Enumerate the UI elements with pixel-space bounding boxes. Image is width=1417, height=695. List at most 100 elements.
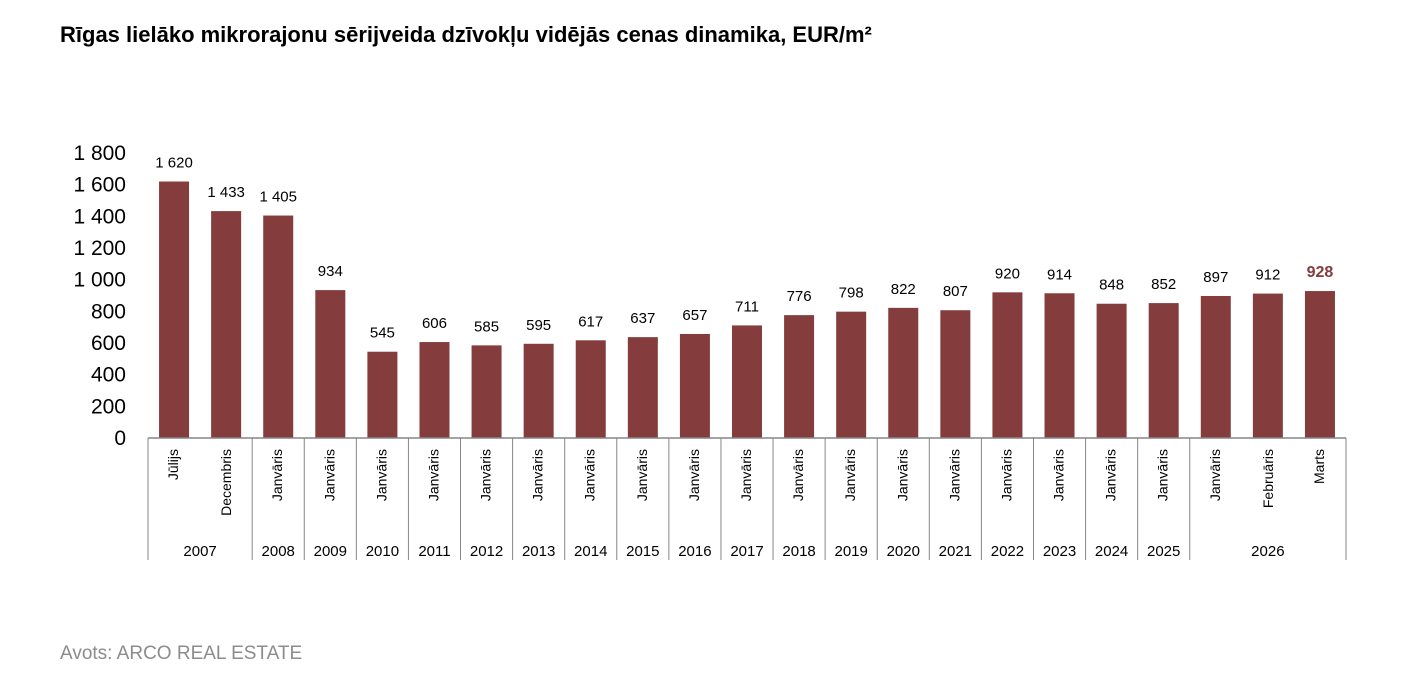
data-label: 912 [1255, 267, 1280, 284]
bar [836, 311, 867, 438]
data-label: 920 [995, 265, 1020, 282]
x-tick-label: Janvāris [686, 449, 702, 501]
bar [1044, 293, 1075, 438]
year-label: 2026 [1251, 543, 1284, 560]
year-label: 2007 [183, 543, 216, 560]
data-label: 711 [735, 298, 759, 315]
x-tick-label: Janvāris [321, 449, 337, 501]
data-label: 595 [526, 317, 551, 334]
bar [888, 307, 919, 438]
data-label: 934 [318, 263, 343, 280]
year-label: 2012 [470, 543, 503, 560]
source-note: Avots: ARCO REAL ESTATE [60, 643, 303, 664]
year-label: 2022 [991, 543, 1024, 560]
y-tick-label: 600 [91, 332, 126, 355]
x-tick-label: Decembris [218, 449, 234, 516]
x-tick-label: Janvāris [634, 449, 650, 501]
data-label: 928 [1307, 264, 1334, 281]
year-label: 2018 [782, 543, 815, 560]
year-label: 2008 [262, 543, 295, 560]
bar [471, 345, 502, 438]
y-tick-label: 1 600 [73, 174, 126, 197]
x-tick-label: Janvāris [1155, 449, 1171, 501]
data-label: 657 [682, 307, 707, 324]
y-tick-label: 800 [91, 300, 126, 323]
year-label: 2015 [626, 543, 659, 560]
year-label: 2021 [939, 543, 972, 560]
x-tick-label: Janvāris [842, 449, 858, 501]
year-label: 2017 [730, 543, 763, 560]
bar [627, 337, 658, 438]
x-tick-label: Janvāris [425, 449, 441, 501]
bar [784, 315, 815, 438]
year-label: 2020 [887, 543, 920, 560]
bar [523, 343, 554, 438]
year-label: 2014 [574, 543, 607, 560]
bar [211, 211, 242, 438]
x-tick-label: Janvāris [582, 449, 598, 501]
x-tick-label: Janvāris [373, 449, 389, 501]
data-label: 585 [474, 318, 499, 335]
data-label: 852 [1151, 276, 1176, 293]
x-tick-label: Janvāris [946, 449, 962, 501]
x-tick-label: Janvāris [790, 449, 806, 501]
data-label: 1 620 [155, 155, 193, 172]
data-label: 545 [370, 325, 395, 342]
year-label: 2025 [1147, 543, 1180, 560]
y-tick-label: 400 [91, 364, 126, 387]
chart-title: Rīgas lielāko mikrorajonu sērijveida dzī… [60, 22, 872, 47]
bar [367, 351, 398, 438]
data-label: 798 [839, 285, 864, 302]
bar [1096, 303, 1127, 438]
data-label: 807 [943, 283, 968, 300]
bar [263, 215, 294, 438]
bar [992, 292, 1023, 438]
data-label: 1 433 [207, 184, 245, 201]
year-label: 2019 [834, 543, 867, 560]
data-label: 1 405 [259, 189, 297, 206]
y-tick-label: 1 200 [73, 237, 126, 260]
bar [419, 342, 450, 438]
data-label: 776 [787, 288, 812, 305]
data-label: 617 [578, 313, 603, 330]
bar [1148, 303, 1179, 438]
y-tick-label: 1 000 [73, 269, 126, 292]
x-tick-label: Janvāris [269, 449, 285, 501]
bar [940, 310, 971, 438]
year-label: 2013 [522, 543, 555, 560]
year-label: 2016 [678, 543, 711, 560]
data-label: 606 [422, 315, 447, 332]
x-tick-label: Janvāris [894, 449, 910, 501]
bar [679, 333, 710, 438]
x-tick-label: Janvāris [478, 449, 494, 501]
y-tick-label: 1 400 [73, 205, 126, 228]
data-label: 637 [630, 310, 655, 327]
bar [1200, 295, 1231, 438]
x-tick-label: Janvāris [1051, 449, 1067, 501]
x-tick-label: Marts [1311, 449, 1327, 484]
bar [1304, 291, 1335, 438]
year-label: 2009 [314, 543, 347, 560]
year-label: 2024 [1095, 543, 1128, 560]
x-tick-label: Janvāris [1103, 449, 1119, 501]
y-tick-label: 200 [91, 395, 126, 418]
data-label: 897 [1203, 269, 1228, 286]
year-label: 2011 [418, 543, 450, 560]
y-tick-label: 1 800 [73, 142, 126, 165]
data-label: 848 [1099, 277, 1124, 294]
year-label: 2010 [366, 543, 399, 560]
bar [732, 325, 762, 438]
x-tick-label: Janvāris [530, 449, 546, 501]
year-label: 2023 [1043, 543, 1076, 560]
x-tick-label: Jūlijs [165, 449, 181, 480]
x-tick-label: Februāris [1260, 449, 1276, 508]
data-label: 914 [1047, 266, 1072, 283]
bar [1252, 293, 1283, 438]
x-tick-label: Janvāris [738, 449, 754, 501]
data-label: 822 [891, 281, 916, 298]
bar [315, 290, 346, 438]
x-tick-label: Janvāris [998, 449, 1014, 501]
y-tick-label: 0 [114, 427, 126, 450]
bar [575, 340, 606, 438]
